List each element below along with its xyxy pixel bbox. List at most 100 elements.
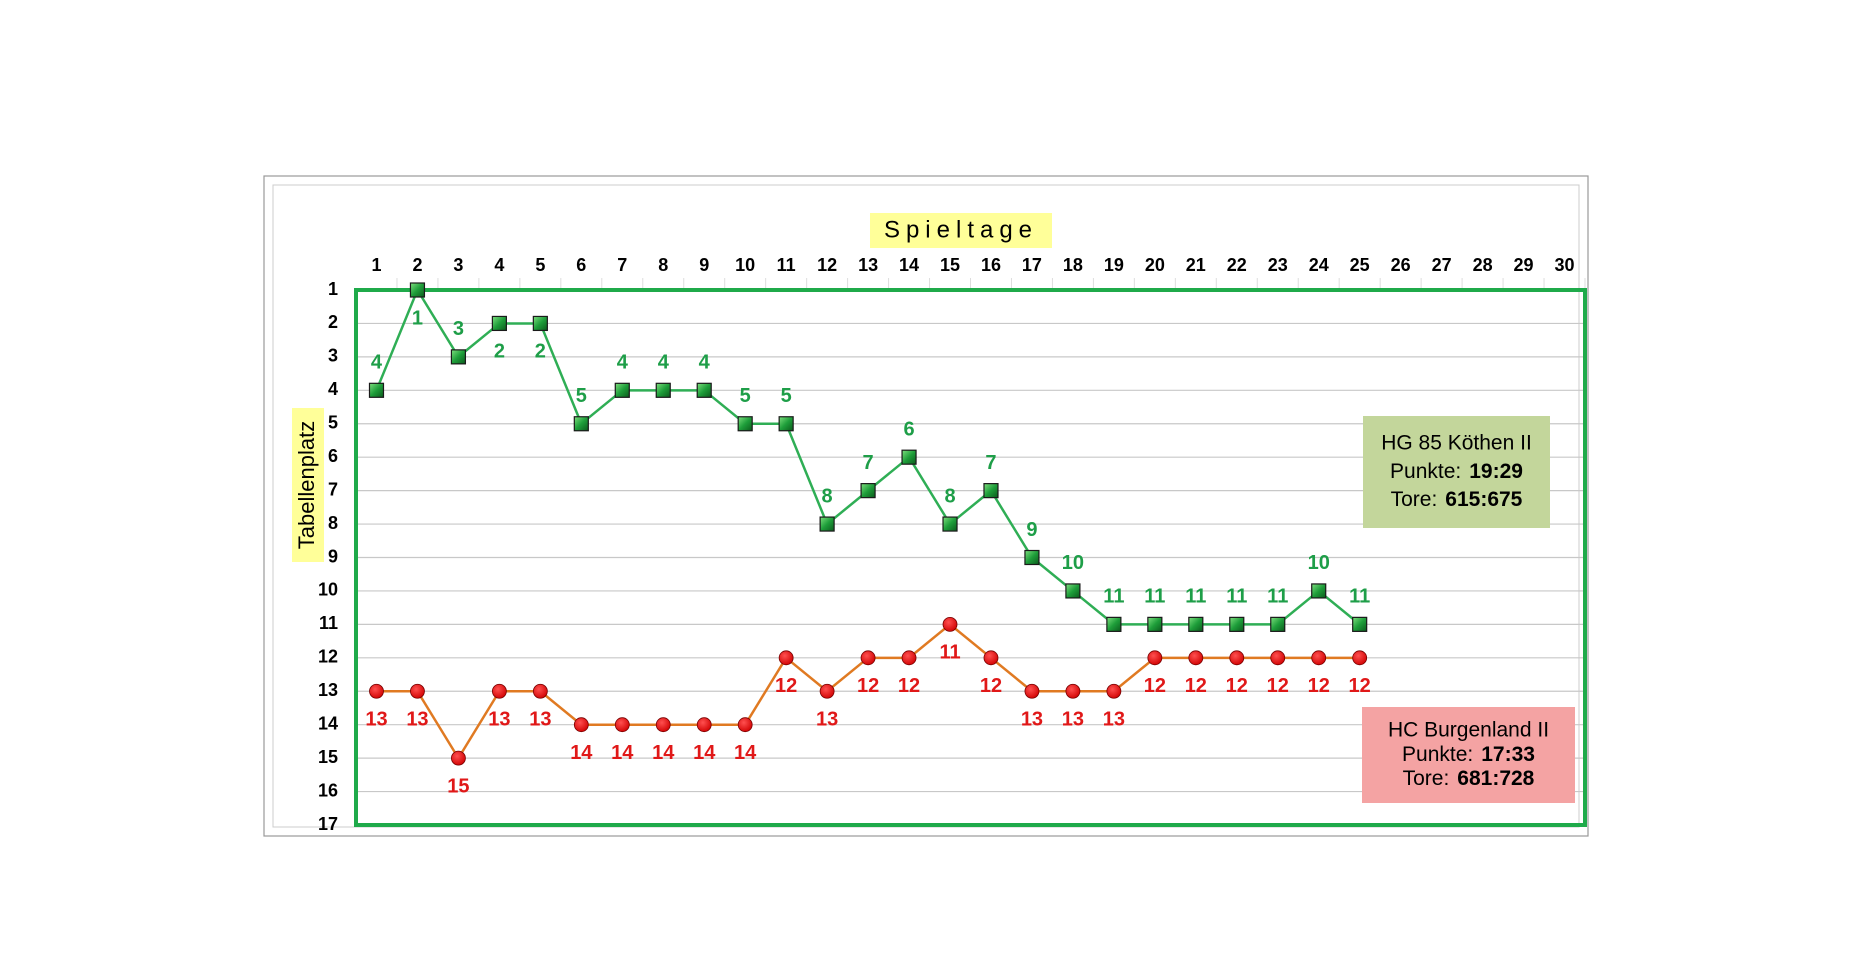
x-tick-label: 3 xyxy=(453,255,463,275)
data-label: 11 xyxy=(939,642,960,664)
x-tick-label: 30 xyxy=(1555,255,1575,275)
x-tick-label: 24 xyxy=(1309,255,1329,275)
data-label: 9 xyxy=(1026,519,1037,541)
data-label: 13 xyxy=(1021,709,1043,731)
plot-border xyxy=(354,288,1587,827)
x-tick-label: 17 xyxy=(1022,255,1042,275)
data-label: 11 xyxy=(1349,586,1370,608)
y-tick-label: 5 xyxy=(328,413,338,433)
data-label: 11 xyxy=(1185,586,1206,608)
x-tick-label: 20 xyxy=(1145,255,1165,275)
x-tick-label: 8 xyxy=(658,255,668,275)
data-label: 6 xyxy=(903,418,914,440)
data-label: 12 xyxy=(980,675,1002,697)
point-marker xyxy=(1147,616,1163,632)
point-marker xyxy=(778,416,794,432)
x-tick-label: 6 xyxy=(576,255,586,275)
point-marker xyxy=(369,683,384,699)
x-tick-label: 10 xyxy=(735,255,755,275)
point-marker xyxy=(573,416,589,432)
point-marker xyxy=(737,717,753,733)
point-marker xyxy=(737,416,753,432)
data-label: 4 xyxy=(371,352,383,374)
x-tick-label: 4 xyxy=(494,255,504,275)
chart-title: Spieltage xyxy=(884,216,1038,243)
point-marker xyxy=(368,382,385,398)
point-marker xyxy=(1229,650,1245,666)
x-tick-label: 19 xyxy=(1104,255,1124,275)
point-marker xyxy=(1311,650,1327,666)
data-label: 11 xyxy=(1103,586,1124,608)
y-tick-label: 3 xyxy=(328,346,338,366)
point-marker xyxy=(983,650,999,666)
data-label: 11 xyxy=(1144,586,1165,608)
stat-value: 681:728 xyxy=(1457,767,1534,790)
y-label-bg xyxy=(292,408,324,562)
point-marker xyxy=(1311,583,1327,599)
point-marker xyxy=(819,516,835,532)
point-marker xyxy=(1065,583,1081,599)
x-tick-label: 21 xyxy=(1186,255,1206,275)
point-marker xyxy=(532,683,548,699)
data-label: 14 xyxy=(734,742,757,764)
legend-stat: Punkte: 19:29 xyxy=(1390,460,1523,483)
data-label: 13 xyxy=(406,709,428,731)
data-label: 13 xyxy=(365,709,387,731)
y-axis-label: Tabellenplatz xyxy=(294,421,319,549)
stat-label: Punkte: xyxy=(1402,743,1473,766)
y-tick-label: 15 xyxy=(318,747,338,767)
x-tick-label: 18 xyxy=(1063,255,1083,275)
point-marker xyxy=(983,483,999,499)
point-marker xyxy=(901,650,917,666)
y-tick-label: 9 xyxy=(328,546,338,566)
stat-label: Punkte: xyxy=(1390,460,1461,483)
y-tick-label: 6 xyxy=(328,446,338,466)
data-label: 12 xyxy=(1144,675,1166,697)
legend-stat: Punkte: 17:33 xyxy=(1402,743,1535,766)
x-tick-label: 12 xyxy=(817,255,837,275)
stat-value: 615:675 xyxy=(1445,488,1522,511)
point-marker xyxy=(655,382,671,398)
point-marker xyxy=(1270,616,1286,632)
data-label: 5 xyxy=(740,385,751,407)
data-label: 15 xyxy=(447,775,469,797)
x-tick-label: 26 xyxy=(1391,255,1411,275)
data-label: 8 xyxy=(822,485,833,507)
y-tick-label: 14 xyxy=(318,713,338,733)
stat-label: Tore: xyxy=(1403,767,1450,790)
y-tick-label: 11 xyxy=(319,613,338,633)
point-marker xyxy=(819,683,835,699)
x-tick-label: 16 xyxy=(981,255,1001,275)
data-label: 11 xyxy=(1226,586,1247,608)
y-tick-label: 12 xyxy=(318,647,338,667)
data-label: 12 xyxy=(1267,675,1289,697)
data-label: 13 xyxy=(1103,709,1125,731)
point-marker xyxy=(532,315,548,332)
point-marker xyxy=(1106,683,1122,699)
y-tick-label: 13 xyxy=(318,680,338,700)
legend-box xyxy=(1363,416,1550,528)
data-label: 12 xyxy=(1308,675,1330,697)
x-tick-label: 27 xyxy=(1432,255,1452,275)
data-label: 13 xyxy=(1062,709,1084,731)
point-marker xyxy=(860,483,876,499)
data-label: 10 xyxy=(1308,552,1330,574)
point-marker xyxy=(491,683,507,699)
data-label: 12 xyxy=(857,675,879,697)
legend-name: HC Burgenland II xyxy=(1388,719,1549,742)
data-label: 8 xyxy=(944,485,955,507)
data-label: 4 xyxy=(617,352,629,374)
data-label: 1 xyxy=(412,307,423,329)
point-marker xyxy=(1024,683,1040,699)
point-marker xyxy=(409,282,426,298)
y-tick-label: 10 xyxy=(318,580,338,600)
data-label: 13 xyxy=(816,709,838,731)
data-label: 5 xyxy=(576,385,587,407)
data-label: 14 xyxy=(611,742,634,764)
data-label: 2 xyxy=(535,341,546,363)
data-label: 12 xyxy=(1226,675,1248,697)
point-marker xyxy=(1352,616,1368,632)
point-marker xyxy=(1188,650,1204,666)
data-label: 2 xyxy=(494,341,505,363)
x-tick-label: 15 xyxy=(940,255,960,275)
